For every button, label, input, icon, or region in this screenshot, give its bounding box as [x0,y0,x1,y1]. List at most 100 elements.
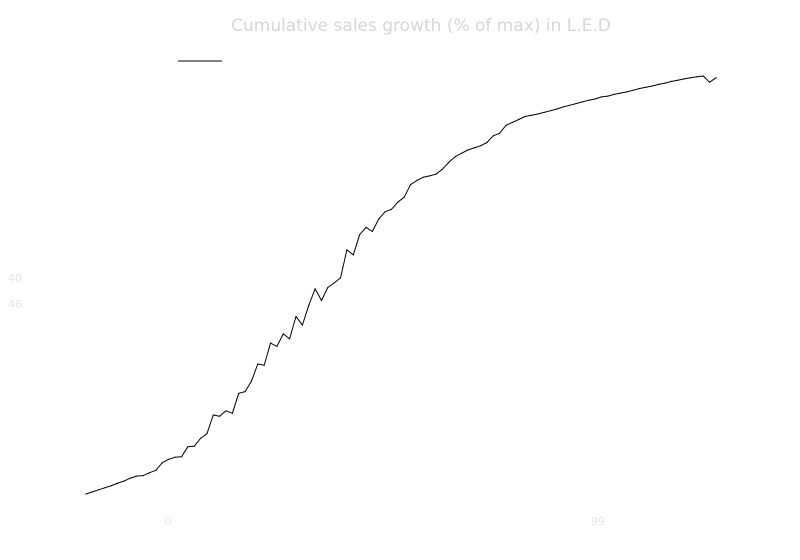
data-point [588,99,590,101]
y-tick-label: 46 [8,298,22,311]
data-point [467,149,469,151]
data-point [626,91,628,93]
data-point [161,462,163,464]
data-point [473,147,475,149]
data-point [91,491,93,493]
data-point [518,118,520,121]
data-point [193,445,195,447]
y-tick-label: 40 [8,272,22,285]
data-point [244,391,246,393]
data-point [505,124,507,126]
data-point [499,132,501,134]
data-point [384,211,386,213]
data-point [454,156,456,158]
data-point [569,104,571,106]
data-point [187,446,189,448]
data-point [308,304,310,307]
chart-title: Cumulative sales growth (% of max) in L.… [231,16,611,36]
data-point [282,333,284,335]
data-point [333,282,335,284]
data-point [607,95,609,97]
data-point [117,482,119,484]
data-point [651,85,654,87]
data-point [530,114,533,116]
data-point [359,234,361,236]
data-point [537,113,539,115]
data-point [600,96,603,98]
data-point [549,110,552,112]
x-axis-ticks: 0 99 [165,515,606,528]
data-point [562,106,564,108]
data-point [123,480,125,482]
data-point [613,93,615,95]
data-point [180,456,183,458]
data-point [422,176,424,178]
data-point [199,437,202,439]
data-point [371,230,373,233]
data-point [683,78,685,80]
data-point [677,79,679,81]
data-point [409,184,412,186]
data-point [556,108,558,110]
data-point [155,469,157,471]
data-point [594,98,596,100]
y-axis-ticks: 40 46 [8,272,22,311]
data-point [709,81,711,83]
data-point [378,218,380,220]
data-point [390,208,393,210]
data-point [231,412,233,414]
data-point [136,475,138,477]
x-tick-label: 99 [591,515,605,528]
data-point [110,485,113,487]
data-point [645,86,647,88]
data-point [479,145,482,147]
data-point [429,175,431,177]
data-point [225,410,227,412]
data-point [276,345,278,347]
data-point [581,101,584,103]
data-point [670,80,673,82]
data-point [632,89,634,91]
data-point [250,380,253,382]
data-point [269,342,272,344]
data-point [492,135,494,137]
data-point [263,364,265,366]
data-point [441,168,443,170]
data-point [295,315,297,317]
x-tick-label: 0 [165,515,172,528]
data-point [658,83,660,85]
data-point [301,324,303,326]
data-point [435,173,437,175]
data-point [403,196,405,198]
data-point [314,288,316,290]
data-point [142,475,144,477]
data-point [98,489,100,491]
data-point [689,77,692,79]
data-point [149,472,151,474]
data-point [257,363,259,365]
data-point [543,111,545,113]
data-point [397,201,399,203]
data-point [238,392,240,394]
series-layer [85,75,717,495]
data-point [320,299,323,302]
data-point [174,456,176,458]
data-point [212,414,214,416]
data-point [702,75,704,77]
data-point [365,226,367,228]
data-point [352,254,354,256]
data-point [289,338,291,340]
data-point [416,179,418,182]
data-point [104,487,106,489]
data-point [327,286,329,289]
data-point [715,77,717,79]
data-point [219,415,221,417]
data-point [486,141,488,144]
data-point [85,493,87,495]
data-point [346,249,348,251]
data-point [448,161,450,164]
data-point [575,103,577,105]
data-point [664,82,666,84]
series-line [85,75,717,495]
